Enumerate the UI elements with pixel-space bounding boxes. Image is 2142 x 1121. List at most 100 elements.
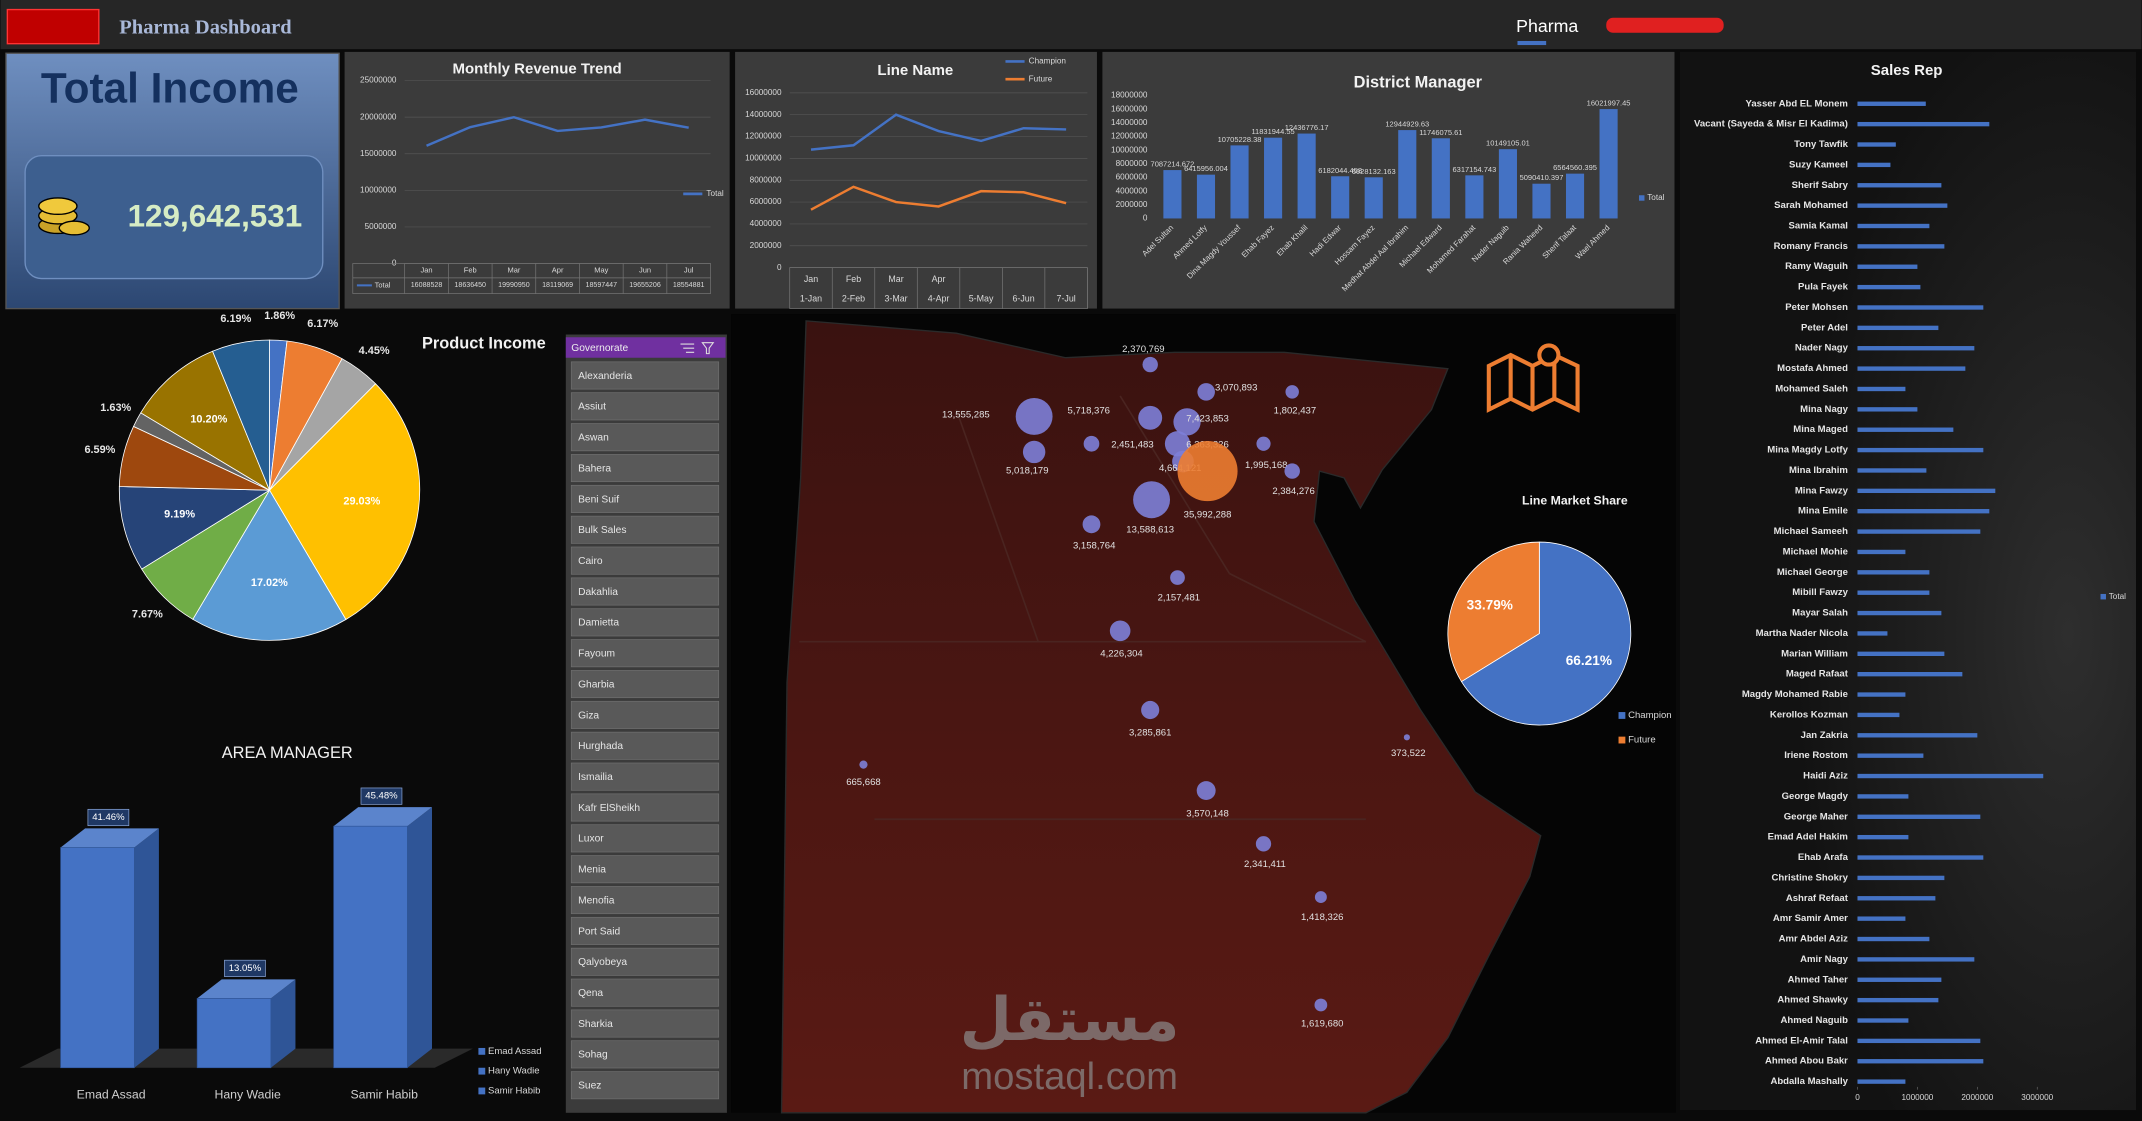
x-tick-label: Feb (464, 265, 477, 274)
bar (1857, 733, 1978, 738)
slicer-item[interactable] (570, 793, 720, 822)
bar-side (134, 828, 159, 1068)
slicer-item-label[interactable]: Qena (578, 988, 603, 999)
data-label: 6.59% (84, 444, 115, 456)
slicer-item[interactable] (570, 577, 720, 606)
y-tick-label: Marian William (1781, 648, 1848, 659)
y-tick-label: Ashraf Refaat (1786, 893, 1849, 904)
x-tick-label: 3000000 (2021, 1093, 2053, 1102)
slicer-item[interactable] (570, 731, 720, 760)
slicer-item-label[interactable]: Kafr ElSheikh (578, 803, 640, 814)
bar (1857, 631, 1888, 636)
slicer-item[interactable] (570, 608, 720, 637)
data-label: 6564560.395 (1553, 163, 1597, 172)
y-tick-label: Romany Francis (1774, 241, 1848, 252)
x-group-label: Mar (888, 274, 903, 284)
pie-slice (1460, 541, 1632, 726)
slicer-item-label[interactable]: Menia (578, 865, 606, 876)
bubble (1255, 836, 1272, 852)
slicer-item[interactable] (570, 978, 720, 1007)
data-label: 2,451,483 (1111, 440, 1153, 451)
slicer-item-label[interactable]: Menofia (578, 895, 615, 906)
slicer-item-label[interactable]: Alexanderia (578, 371, 632, 382)
bar (1857, 509, 1990, 514)
slicer-item-label[interactable]: Sharkia (578, 1019, 613, 1030)
data-label: 11831944.55 (1251, 127, 1294, 136)
data-label: 665,668 (846, 777, 881, 788)
bar (1857, 529, 1981, 534)
bar (1331, 176, 1350, 219)
slicer-item[interactable] (570, 515, 720, 544)
card-title: Total Income (41, 65, 299, 112)
data-label: 5,718,376 (1068, 406, 1110, 417)
tab[interactable]: Pharma (1516, 16, 1578, 36)
slicer-item[interactable] (570, 824, 720, 853)
x-tick-label: 3-Mar (884, 293, 907, 303)
slicer-item-label[interactable]: Bahera (578, 463, 611, 474)
slicer-item[interactable] (570, 762, 720, 791)
x-tick-label: Jan (420, 265, 432, 274)
slicer-item[interactable] (570, 546, 720, 575)
bubble (1082, 515, 1101, 534)
slicer-item-label[interactable]: Fayoum (578, 649, 615, 660)
bar (1857, 712, 1900, 718)
bar (1532, 183, 1551, 219)
data-label: 33.79% (1467, 598, 1513, 613)
bar (1565, 173, 1585, 219)
slicer-item-label[interactable]: Dakahlia (578, 587, 618, 598)
legend-label: Future (1029, 74, 1053, 83)
data-label: 7087214.672 (1151, 160, 1195, 169)
line (810, 113, 1067, 151)
data-label: 1,802,437 (1274, 406, 1316, 417)
slicer-item-label[interactable]: Suez (578, 1081, 601, 1092)
chart-title: Line Name (877, 62, 953, 79)
slicer-item-label[interactable]: Bulk Sales (578, 525, 626, 536)
slicer-item-label[interactable]: Damietta (578, 618, 619, 629)
slicer-item[interactable] (570, 670, 720, 699)
slicer-item[interactable] (570, 361, 720, 390)
slicer-item[interactable] (570, 1009, 720, 1038)
slicer-item[interactable] (570, 916, 720, 945)
slicer-item[interactable] (570, 484, 720, 513)
y-tick-label: Sarah Mohamed (1774, 200, 1848, 211)
watermark: مستقل (960, 986, 1180, 1053)
slicer-item[interactable] (570, 639, 720, 668)
bar (333, 825, 408, 1069)
slicer-item[interactable] (570, 454, 720, 483)
y-tick-label: Ahmed Taher (1788, 974, 1849, 985)
slicer-item[interactable] (570, 392, 720, 421)
slicer-item-label[interactable]: Beni Suif (578, 494, 619, 505)
data-label: 17.02% (251, 577, 288, 589)
slicer-item[interactable] (570, 423, 720, 452)
slicer-item-label[interactable]: Aswan (578, 433, 609, 444)
slicer-item-label[interactable]: Hurghada (578, 741, 623, 752)
slicer-item-label[interactable]: Gharbia (578, 679, 615, 690)
slicer-item-label[interactable]: Port Said (578, 926, 620, 937)
slicer-item-label[interactable]: Ismailia (578, 772, 613, 783)
slicer-item[interactable] (570, 1040, 720, 1069)
slicer-item[interactable] (570, 1071, 720, 1100)
slicer-item[interactable] (570, 855, 720, 884)
legend-swatch (478, 1087, 486, 1095)
data-label: 13,588,613 (1126, 524, 1174, 535)
redacted (1606, 17, 1724, 33)
slicer-item-label[interactable]: Sohag (578, 1050, 608, 1061)
slicer-item-label[interactable]: Luxor (578, 834, 604, 845)
slicer-item-label[interactable]: Qalyobeya (578, 957, 627, 968)
slicer-item-label[interactable]: Giza (578, 710, 599, 721)
data-label: 13,555,285 (942, 410, 990, 421)
data-label: 3,070,893 (1215, 382, 1257, 393)
slicer-item[interactable] (570, 700, 720, 729)
bubble (1170, 570, 1185, 585)
slicer-item-label[interactable]: Assiut (578, 402, 606, 413)
slicer-item[interactable] (570, 886, 720, 915)
slicer-item[interactable] (570, 947, 720, 976)
data-label-box (224, 959, 266, 977)
y-tick-label: 14000000 (1111, 118, 1148, 127)
pie-slice (268, 383, 421, 621)
y-tick-label: Haidi Aziz (1803, 771, 1848, 782)
slicer-item-label[interactable]: Cairo (578, 556, 603, 567)
x-tick-label: Hany Wadie (214, 1087, 281, 1101)
slicer-tools[interactable] (680, 342, 715, 355)
